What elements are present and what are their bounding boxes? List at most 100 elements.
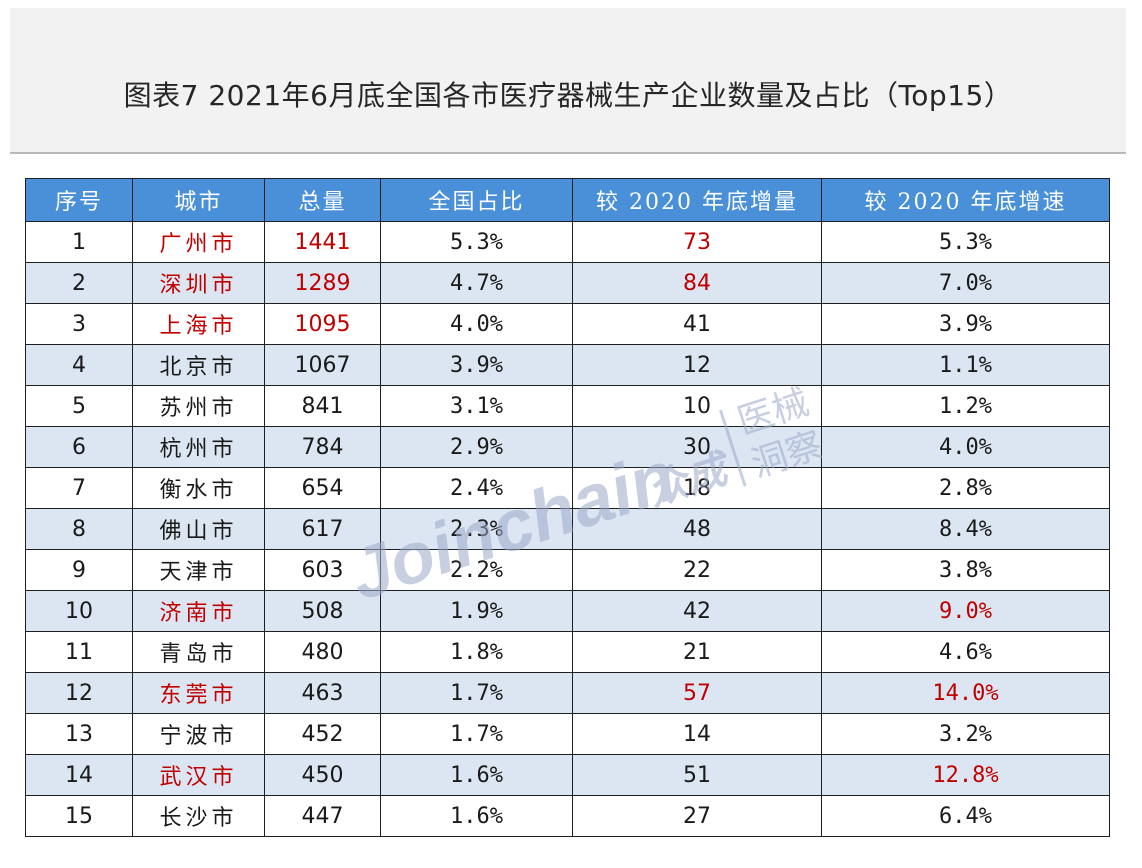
row-share-cell: 1.7% xyxy=(380,672,573,714)
row-total-cell: 450 xyxy=(264,754,381,796)
table-body: 1 广州市 1441 5.3% 73 5.3% 2 深圳市 1289 4.7% 84 7.0% 3 上海市… xyxy=(25,221,1110,837)
row-share-cell: 1.7% xyxy=(380,713,573,755)
row-increment-cell: 41 xyxy=(572,303,822,345)
table-row: 4 北京市 1067 3.9% 12 1.1% xyxy=(25,344,1110,386)
row-rank-cell: 11 xyxy=(25,631,133,673)
row-share-cell: 4.0% xyxy=(380,303,573,345)
row-increment-cell: 21 xyxy=(572,631,822,673)
table-row: 2 深圳市 1289 4.7% 84 7.0% xyxy=(25,262,1110,304)
row-increment-cell: 57 xyxy=(572,672,822,714)
row-growth-rate-cell: 14.0% xyxy=(821,672,1110,714)
row-increment-cell: 42 xyxy=(572,590,822,632)
table-row: 7 衡水市 654 2.4% 18 2.8% xyxy=(25,467,1110,509)
row-share-cell: 3.9% xyxy=(380,344,573,386)
row-share-cell: 1.6% xyxy=(380,795,573,837)
row-growth-rate-cell: 12.8% xyxy=(821,754,1110,796)
row-city-cell: 衡水市 xyxy=(132,467,265,509)
title-band: 图表7 2021年6月底全国各市医疗器械生产企业数量及占比（Top15） xyxy=(10,8,1126,154)
row-share-cell: 3.1% xyxy=(380,385,573,427)
row-growth-rate-cell: 6.4% xyxy=(821,795,1110,837)
table-row: 9 天津市 603 2.2% 22 3.8% xyxy=(25,549,1110,591)
row-rank-cell: 3 xyxy=(25,303,133,345)
row-city-cell: 北京市 xyxy=(132,344,265,386)
table-row: 14 武汉市 450 1.6% 51 12.8% xyxy=(25,754,1110,796)
row-rank-cell: 10 xyxy=(25,590,133,632)
header-share: 全国占比 xyxy=(380,178,573,222)
table-row: 5 苏州市 841 3.1% 10 1.2% xyxy=(25,385,1110,427)
row-city-cell: 武汉市 xyxy=(132,754,265,796)
row-total-cell: 603 xyxy=(264,549,381,591)
row-rank-cell: 15 xyxy=(25,795,133,837)
header-city: 城市 xyxy=(132,178,265,222)
row-rank-cell: 2 xyxy=(25,262,133,304)
row-total-cell: 447 xyxy=(264,795,381,837)
row-city-cell: 苏州市 xyxy=(132,385,265,427)
row-share-cell: 2.3% xyxy=(380,508,573,550)
row-rank-cell: 5 xyxy=(25,385,133,427)
row-city-cell: 深圳市 xyxy=(132,262,265,304)
table-row: 13 宁波市 452 1.7% 14 3.2% xyxy=(25,713,1110,755)
row-growth-rate-cell: 1.1% xyxy=(821,344,1110,386)
row-total-cell: 654 xyxy=(264,467,381,509)
row-share-cell: 1.8% xyxy=(380,631,573,673)
row-increment-cell: 51 xyxy=(572,754,822,796)
header-growth-rate: 较 2020 年底增速 xyxy=(821,178,1110,222)
row-city-cell: 青岛市 xyxy=(132,631,265,673)
row-increment-cell: 22 xyxy=(572,549,822,591)
row-increment-cell: 73 xyxy=(572,221,822,263)
table-row: 15 长沙市 447 1.6% 27 6.4% xyxy=(25,795,1110,837)
row-growth-rate-cell: 8.4% xyxy=(821,508,1110,550)
table-row: 3 上海市 1095 4.0% 41 3.9% xyxy=(25,303,1110,345)
row-total-cell: 1095 xyxy=(264,303,381,345)
row-share-cell: 2.9% xyxy=(380,426,573,468)
row-increment-cell: 48 xyxy=(572,508,822,550)
table-row: 12 东莞市 463 1.7% 57 14.0% xyxy=(25,672,1110,714)
row-total-cell: 508 xyxy=(264,590,381,632)
row-city-cell: 上海市 xyxy=(132,303,265,345)
row-total-cell: 1067 xyxy=(264,344,381,386)
row-growth-rate-cell: 4.6% xyxy=(821,631,1110,673)
row-growth-rate-cell: 4.0% xyxy=(821,426,1110,468)
row-share-cell: 5.3% xyxy=(380,221,573,263)
row-total-cell: 1289 xyxy=(264,262,381,304)
row-city-cell: 宁波市 xyxy=(132,713,265,755)
row-growth-rate-cell: 3.2% xyxy=(821,713,1110,755)
row-city-cell: 长沙市 xyxy=(132,795,265,837)
row-increment-cell: 27 xyxy=(572,795,822,837)
row-rank-cell: 7 xyxy=(25,467,133,509)
row-city-cell: 佛山市 xyxy=(132,508,265,550)
row-total-cell: 1441 xyxy=(264,221,381,263)
row-increment-cell: 14 xyxy=(572,713,822,755)
table-row: 1 广州市 1441 5.3% 73 5.3% xyxy=(25,221,1110,263)
page-title: 图表7 2021年6月底全国各市医疗器械生产企业数量及占比（Top15） xyxy=(123,79,1013,112)
row-share-cell: 1.6% xyxy=(380,754,573,796)
row-growth-rate-cell: 3.9% xyxy=(821,303,1110,345)
row-city-cell: 天津市 xyxy=(132,549,265,591)
row-growth-rate-cell: 5.3% xyxy=(821,221,1110,263)
row-total-cell: 463 xyxy=(264,672,381,714)
row-rank-cell: 12 xyxy=(25,672,133,714)
row-city-cell: 东莞市 xyxy=(132,672,265,714)
row-city-cell: 杭州市 xyxy=(132,426,265,468)
row-growth-rate-cell: 2.8% xyxy=(821,467,1110,509)
row-share-cell: 2.2% xyxy=(380,549,573,591)
row-increment-cell: 84 xyxy=(572,262,822,304)
row-increment-cell: 18 xyxy=(572,467,822,509)
row-growth-rate-cell: 9.0% xyxy=(821,590,1110,632)
row-total-cell: 841 xyxy=(264,385,381,427)
table-row: 11 青岛市 480 1.8% 21 4.6% xyxy=(25,631,1110,673)
row-total-cell: 452 xyxy=(264,713,381,755)
row-total-cell: 480 xyxy=(264,631,381,673)
row-rank-cell: 13 xyxy=(25,713,133,755)
row-share-cell: 1.9% xyxy=(380,590,573,632)
row-growth-rate-cell: 1.2% xyxy=(821,385,1110,427)
row-rank-cell: 9 xyxy=(25,549,133,591)
row-rank-cell: 4 xyxy=(25,344,133,386)
header-no: 序号 xyxy=(25,178,133,222)
row-growth-rate-cell: 7.0% xyxy=(821,262,1110,304)
header-total: 总量 xyxy=(264,178,381,222)
table-row: 8 佛山市 617 2.3% 48 8.4% xyxy=(25,508,1110,550)
row-share-cell: 4.7% xyxy=(380,262,573,304)
table-row: 10 济南市 508 1.9% 42 9.0% xyxy=(25,590,1110,632)
